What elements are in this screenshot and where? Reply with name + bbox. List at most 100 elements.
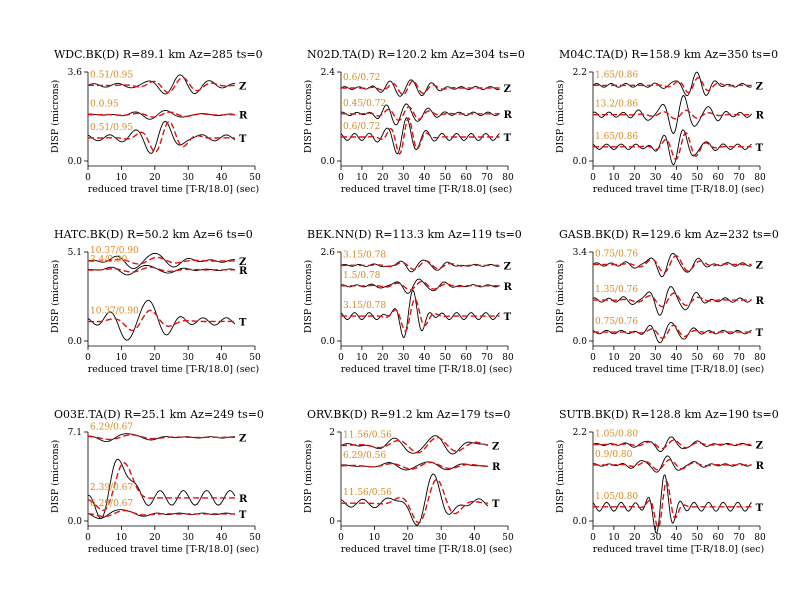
- synthetic-trace-r: [593, 292, 752, 308]
- x-tick-label: 30: [650, 353, 662, 363]
- x-tick-label: 70: [733, 533, 745, 543]
- y-tick-label-bottom: 0: [329, 517, 335, 527]
- x-tick-label: 70: [481, 173, 493, 183]
- y-axis-label: DISP (microns): [555, 440, 566, 513]
- fit-annotation: 0.0.95: [90, 100, 119, 110]
- x-tick-label: 10: [608, 533, 620, 543]
- synthetic-trace-r: [87, 462, 235, 512]
- synthetic-trace-r: [593, 109, 752, 120]
- fit-annotation: 1.05/0.80: [595, 492, 638, 502]
- synthetic-trace-r: [341, 461, 488, 470]
- panel-2: M04C.TA(D) R=158.9 km Az=350 ts=0 2.2 0.0 D…: [555, 48, 778, 195]
- x-tick-label: 10: [356, 173, 368, 183]
- component-label: Z: [239, 257, 246, 268]
- fit-annotation: 3.15/0.78: [343, 250, 386, 260]
- fit-annotation: 1.35/0.76: [595, 285, 638, 295]
- x-tick-label: 70: [733, 173, 745, 183]
- panel-5: GASB.BK(D) R=129.6 km Az=232 ts=0 3.4 0.0 D…: [555, 228, 779, 375]
- x-tick-label: 30: [435, 533, 447, 543]
- y-axis-label: DISP (microns): [555, 260, 566, 333]
- x-tick-label: 20: [402, 533, 414, 543]
- fit-annotation: 6.29/0.56: [343, 451, 386, 461]
- y-tick-label-bottom: 0.0: [321, 157, 336, 167]
- x-tick-label: 40: [419, 173, 431, 183]
- y-tick-label-top: 2.4: [321, 68, 336, 78]
- component-label: T: [504, 133, 512, 144]
- x-axis-label: reduced travel time [T-R/18.0] (sec): [593, 364, 764, 375]
- x-tick-label: 0: [338, 173, 344, 183]
- x-tick-label: 50: [440, 353, 452, 363]
- x-tick-label: 50: [502, 533, 514, 543]
- x-tick-label: 30: [182, 173, 194, 183]
- x-tick-label: 40: [671, 353, 683, 363]
- x-tick-label: 80: [754, 533, 766, 543]
- observed-trace-t: [340, 473, 489, 526]
- x-tick-label: 40: [469, 533, 481, 543]
- panel-title: ORV.BK(D) R=91.2 km Az=179 ts=0: [307, 408, 510, 421]
- synthetic-trace-z: [593, 255, 752, 274]
- observed-trace-t: [87, 120, 236, 154]
- fit-annotation: 13.2/0.86: [595, 100, 638, 110]
- synthetic-trace-z: [341, 80, 500, 96]
- x-tick-label: 30: [650, 533, 662, 543]
- synthetic-trace-r: [341, 106, 500, 122]
- component-label: Z: [756, 440, 763, 451]
- x-tick-label: 20: [377, 353, 389, 363]
- x-axis-label: reduced travel time [T-R/18.0] (sec): [341, 364, 512, 375]
- x-tick-label: 10: [608, 173, 620, 183]
- x-tick-label: 20: [149, 353, 161, 363]
- x-axis-label: reduced travel time [T-R/18.0] (sec): [341, 544, 512, 555]
- component-label: Z: [504, 84, 511, 95]
- synthetic-trace-t: [593, 481, 752, 529]
- x-tick-label: 50: [249, 353, 261, 363]
- synthetic-trace-r: [87, 266, 235, 273]
- y-tick-label-top: 5.1: [68, 248, 82, 258]
- x-tick-label: 80: [502, 173, 514, 183]
- y-axis-label: DISP (microns): [50, 440, 61, 513]
- y-tick-label-bottom: 0.0: [68, 517, 83, 527]
- x-tick-label: 20: [377, 173, 389, 183]
- panel-title: WDC.BK(D) R=89.1 km Az=285 ts=0: [54, 48, 263, 61]
- x-tick-label: 0: [85, 533, 91, 543]
- x-tick-label: 0: [590, 353, 596, 363]
- x-tick-label: 10: [356, 353, 368, 363]
- x-tick-label: 10: [608, 353, 620, 363]
- x-axis-label: reduced travel time [T-R/18.0] (sec): [593, 544, 764, 555]
- x-tick-label: 30: [182, 533, 194, 543]
- x-tick-label: 10: [116, 533, 128, 543]
- panel-title: N02D.TA(D) R=120.2 km Az=304 ts=0: [307, 48, 525, 61]
- x-tick-label: 0: [590, 173, 596, 183]
- synthetic-trace-r: [593, 459, 752, 471]
- y-tick-label-top: 2: [329, 428, 335, 438]
- y-tick-label-top: 2.2: [573, 428, 587, 438]
- observed-trace-z: [592, 436, 752, 453]
- panel-0: WDC.BK(D) R=89.1 km Az=285 ts=0 3.6 0.0 DIS…: [50, 48, 263, 195]
- x-tick-label: 10: [369, 533, 381, 543]
- y-axis-label: DISP (microns): [555, 80, 566, 153]
- x-axis-label: reduced travel time [T-R/18.0] (sec): [88, 544, 259, 555]
- fit-annotation: 6.29/0.67: [90, 422, 133, 432]
- component-label: R: [239, 494, 248, 505]
- y-tick-label-top: 3.6: [68, 68, 83, 78]
- synthetic-trace-t: [87, 309, 235, 332]
- x-tick-label: 40: [671, 533, 683, 543]
- x-tick-label: 50: [440, 173, 452, 183]
- x-axis-label: reduced travel time [T-R/18.0] (sec): [88, 184, 259, 195]
- x-tick-label: 40: [216, 173, 228, 183]
- fit-annotation: 2.39/0.67: [90, 483, 133, 493]
- panel-title: O03E.TA(D) R=25.1 km Az=249 ts=0: [54, 408, 264, 421]
- component-label: R: [756, 296, 765, 307]
- x-axis-label: reduced travel time [T-R/18.0] (sec): [593, 184, 764, 195]
- fit-annotation: 1.65/0.86: [595, 70, 638, 80]
- synthetic-trace-z: [88, 256, 235, 265]
- x-tick-label: 30: [182, 353, 194, 363]
- fit-annotation: 10.37/0.90: [90, 246, 139, 256]
- component-label: R: [492, 462, 501, 473]
- fit-annotation: 0.6/0.72: [343, 73, 380, 83]
- fit-annotation: 3.15/0.78: [343, 301, 386, 311]
- observed-trace-r: [87, 109, 236, 120]
- x-tick-label: 20: [629, 533, 641, 543]
- component-label: Z: [756, 81, 763, 92]
- x-tick-label: 80: [754, 173, 766, 183]
- synthetic-trace-t: [341, 478, 489, 524]
